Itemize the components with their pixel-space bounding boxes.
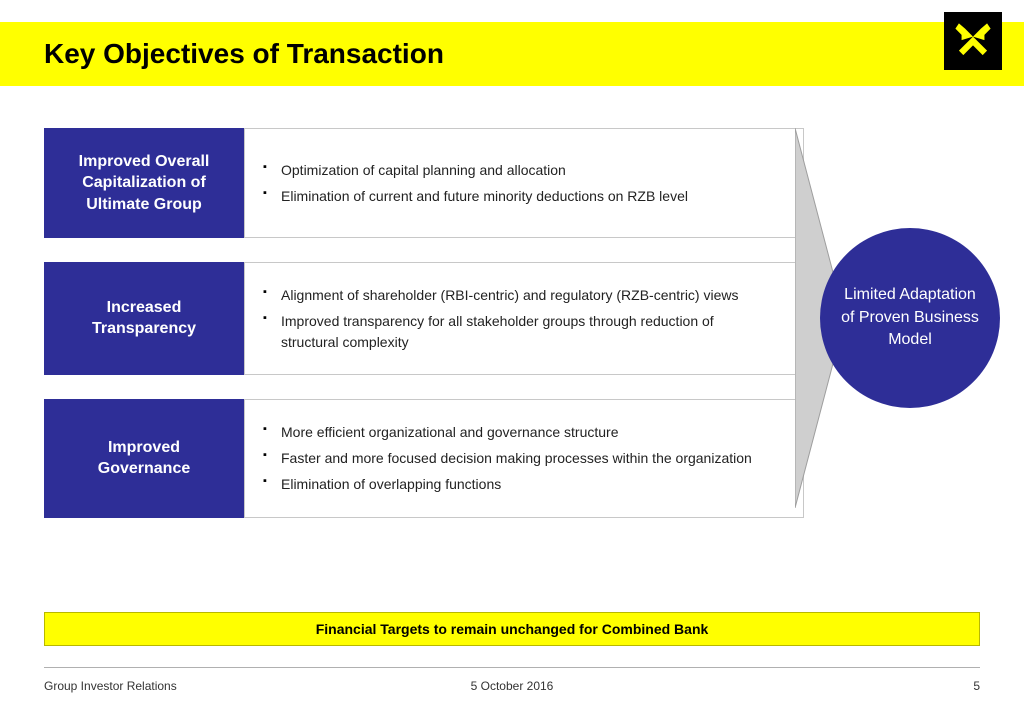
objective-row: Improved Overall Capitalization of Ultim…	[44, 128, 804, 238]
financial-targets-bar: Financial Targets to remain unchanged fo…	[44, 612, 980, 646]
objective-label: Improved Overall Capitalization of Ultim…	[44, 128, 244, 238]
footer-left: Group Investor Relations	[44, 679, 177, 693]
footer-date: 5 October 2016	[44, 679, 980, 693]
objective-details: More efficient organizational and govern…	[244, 399, 804, 518]
objective-row: Increased Transparency Alignment of shar…	[44, 262, 804, 375]
objective-label: Increased Transparency	[44, 262, 244, 375]
bullet-item: More efficient organizational and govern…	[253, 422, 779, 442]
raiffeisen-logo-icon	[944, 12, 1002, 70]
bullet-item: Improved transparency for all stakeholde…	[253, 311, 779, 352]
slide-title: Key Objectives of Transaction	[0, 38, 444, 70]
objective-row: Improved Governance More efficient organ…	[44, 399, 804, 518]
bullet-item: Faster and more focused decision making …	[253, 448, 779, 468]
bullet-item: Elimination of overlapping functions	[253, 474, 779, 494]
objectives-content: Improved Overall Capitalization of Ultim…	[44, 128, 804, 542]
bullet-item: Alignment of shareholder (RBI-centric) a…	[253, 285, 779, 305]
outcome-circle: Limited Adaptation of Proven Business Mo…	[820, 228, 1000, 408]
bullet-item: Optimization of capital planning and all…	[253, 160, 779, 180]
page-number: 5	[973, 679, 980, 693]
bullet-item: Elimination of current and future minori…	[253, 186, 779, 206]
objective-details: Optimization of capital planning and all…	[244, 128, 804, 238]
title-bar: Key Objectives of Transaction	[0, 22, 1024, 86]
slide-footer: Group Investor Relations 5 October 2016 …	[44, 676, 980, 696]
financial-targets-text: Financial Targets to remain unchanged fo…	[316, 621, 709, 637]
footer-divider	[44, 667, 980, 668]
slide: Key Objectives of Transaction Improved O…	[0, 0, 1024, 724]
outcome-text: Limited Adaptation of Proven Business Mo…	[838, 284, 982, 351]
objective-label: Improved Governance	[44, 399, 244, 518]
objective-details: Alignment of shareholder (RBI-centric) a…	[244, 262, 804, 375]
